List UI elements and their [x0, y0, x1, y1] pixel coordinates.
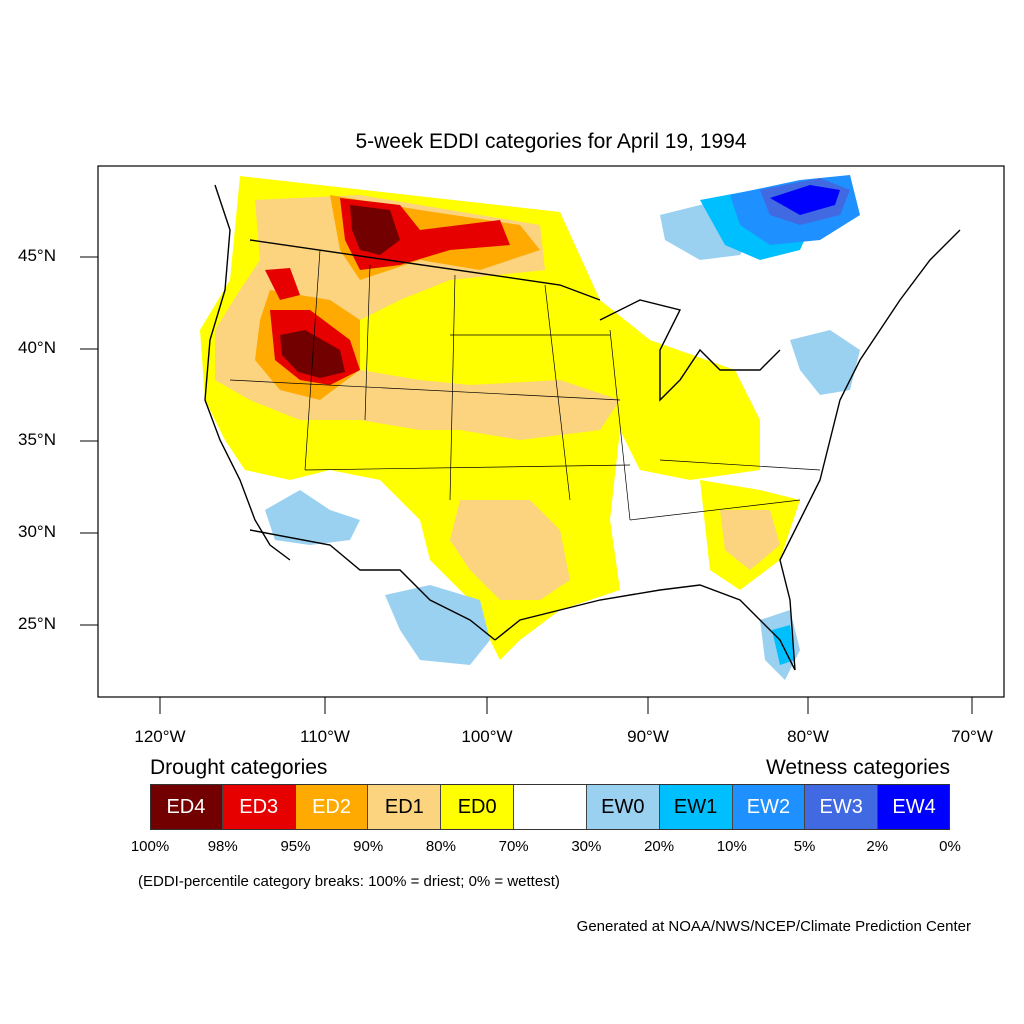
lat-label-25: 25°N: [18, 614, 56, 633]
great-lakes-outline: [599, 299, 781, 402]
coastlines-and-borders: [204, 184, 961, 671]
legend-break-label: 95%: [280, 838, 311, 855]
legend-swatch-ew2: EW2: [731, 784, 805, 830]
ed4-region: [280, 330, 345, 378]
ed3-region-nw: [265, 268, 300, 300]
credit-line: Generated at NOAA/NWS/NCEP/Climate Predi…: [576, 918, 971, 935]
ew1-region-fl: [772, 625, 795, 665]
category-note: (EDDI-percentile category breaks: 100% =…: [138, 873, 560, 890]
map-frame: [97, 165, 1005, 698]
gulf-coast: [494, 584, 796, 671]
legend-break-label: 90%: [353, 838, 384, 855]
lat-ticks: [80, 256, 98, 626]
legend-break-label: 20%: [644, 838, 675, 855]
state-lines: [229, 249, 821, 521]
lat-label-45: 45°N: [18, 246, 56, 265]
ed4-region-n: [350, 205, 400, 255]
lon-label-110: 110°W: [300, 727, 350, 746]
ew0-region-mid: [790, 330, 860, 395]
lat-label-35: 35°N: [18, 430, 56, 449]
category-legend: ED4 ED3 ED2 ED1 ED0 EW0 EW1 EW2 EW3 EW4: [150, 784, 950, 830]
legend-swatch-ew4: EW4: [877, 784, 950, 830]
legend-swatch-ed0: ED0: [440, 784, 514, 830]
lon-label-120: 120°W: [134, 727, 186, 746]
legend-break-label: 100%: [130, 838, 170, 855]
legend-swatch-ed3: ED3: [221, 784, 295, 830]
legend-break-label: 0%: [939, 838, 961, 855]
ew0-region-mx: [385, 585, 490, 665]
us-mexico-border: [249, 529, 496, 641]
map-title: 5-week EDDI categories for April 19, 199…: [355, 130, 747, 153]
legend-break-label: 10%: [716, 838, 747, 855]
lon-ticks: [159, 697, 973, 714]
legend-swatch-ed1: ED1: [367, 784, 441, 830]
us-canada-border: [249, 239, 601, 301]
legend-break-label: 30%: [571, 838, 602, 855]
legend-break-label: 98%: [207, 838, 238, 855]
lon-label-100: 100°W: [461, 727, 513, 746]
legend-swatch-ed2: ED2: [294, 784, 368, 830]
lat-label-40: 40°N: [18, 338, 56, 357]
lat-label-30: 30°N: [18, 522, 56, 541]
legend-swatch-ew1: EW1: [658, 784, 732, 830]
ed1-region-sc: [720, 510, 780, 570]
legend-break-label: 5%: [793, 838, 816, 855]
legend-break-label: 70%: [498, 838, 529, 855]
ew0-region-sw: [265, 490, 360, 545]
wetness-heading: Wetness categories: [765, 756, 950, 779]
category-shading: [200, 175, 860, 680]
ed1-region-tx: [450, 500, 570, 600]
lon-label-80: 80°W: [787, 727, 829, 746]
east-coast: [779, 229, 961, 671]
legend-swatch-ew0: EW0: [585, 784, 659, 830]
legend-swatch-ew3: EW3: [804, 784, 878, 830]
legend-break-label: 80%: [425, 838, 456, 855]
legend-swatch-ed4: ED4: [150, 784, 222, 830]
ew4-region: [770, 185, 840, 215]
drought-heading: Drought categories: [150, 756, 328, 779]
legend-break-label: 2%: [866, 838, 889, 855]
lon-label-90: 90°W: [627, 727, 669, 746]
legend-swatch-neutral: [513, 784, 586, 830]
lon-label-70: 70°W: [951, 727, 993, 746]
